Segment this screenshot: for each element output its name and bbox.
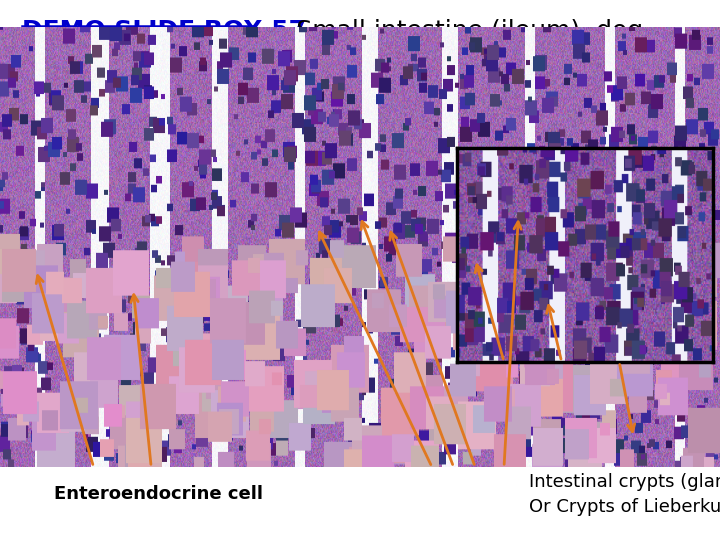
Text: --- Small intestine (ileum), dog.: --- Small intestine (ileum), dog. [253,19,652,43]
Text: Enteroendocrine cell: Enteroendocrine cell [54,485,263,503]
Text: DEMO SLIDE BOX 57: DEMO SLIDE BOX 57 [22,19,305,43]
Text: Intestinal crypts (glands
Or Crypts of Lieberkuhn: Intestinal crypts (glands Or Crypts of L… [529,472,720,516]
